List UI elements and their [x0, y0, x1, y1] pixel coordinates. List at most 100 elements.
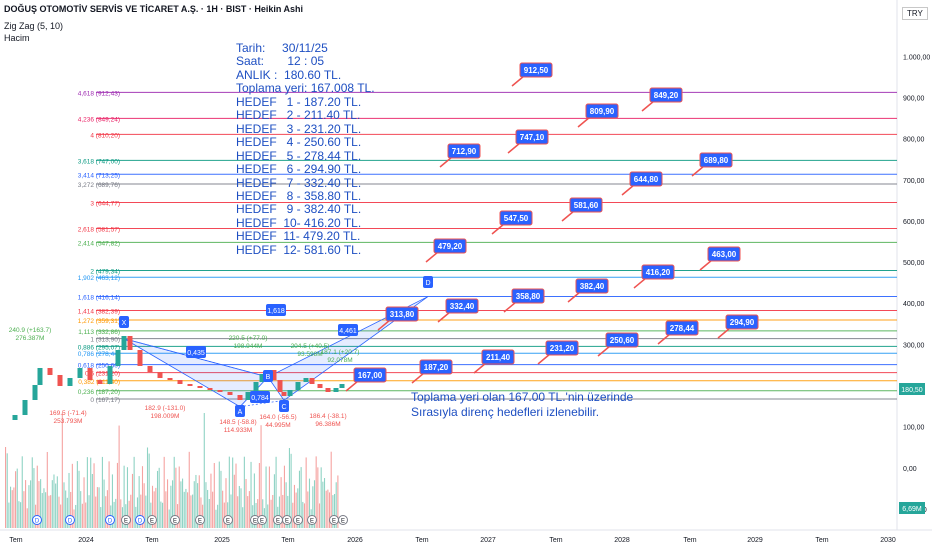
volume-bar	[247, 496, 249, 528]
y-axis-tick: 800,00	[903, 137, 925, 144]
zigzag-volume-label: 276.387M	[16, 335, 45, 342]
volume-bar	[63, 482, 65, 528]
volume-bar	[166, 479, 169, 528]
volume-bar	[233, 474, 235, 528]
info-line: HEDEF 5 - 278.44 TL.	[236, 148, 362, 163]
y-axis-tick: 100,00	[903, 425, 925, 432]
target-arrow	[473, 362, 487, 374]
volume-bar	[101, 456, 103, 528]
volume-bar	[8, 502, 10, 528]
volume-bar	[38, 481, 40, 528]
zigzag-label: 240.9 (+163.7)	[9, 327, 51, 334]
event-marker-label: E	[296, 519, 300, 525]
x-axis-tick: Tem	[683, 537, 696, 544]
volume-bar	[5, 447, 7, 528]
volume-bar	[105, 496, 107, 528]
event-marker	[223, 515, 233, 525]
volume-bar	[212, 491, 214, 528]
target-label: 547,50	[504, 214, 529, 223]
candle	[259, 374, 265, 382]
volume-bar	[335, 482, 337, 528]
volume-indicator-label[interactable]: Hacim	[4, 33, 30, 43]
volume-bar	[151, 485, 154, 528]
pattern-point-box	[263, 370, 273, 382]
volume-bar	[288, 448, 290, 528]
fib-level-label: 3,272 (689,76)	[78, 182, 120, 189]
volume-bar	[308, 478, 311, 528]
volume-bar	[270, 499, 272, 528]
volume-bar	[337, 475, 339, 528]
volume-bar	[165, 491, 167, 528]
target-box	[545, 340, 579, 356]
volume-bar	[235, 463, 237, 528]
target-box	[585, 103, 619, 119]
volume-bar	[46, 451, 48, 528]
volume-bar	[257, 499, 259, 528]
x-axis-tick: Tem	[145, 537, 158, 544]
target-box	[385, 306, 419, 322]
volume-bar	[163, 456, 165, 528]
zigzag-volume-label: 198.944M	[234, 343, 263, 350]
fib-level-label: 4,236 (849,24)	[78, 116, 120, 123]
zigzag-volume-label: 198.009M	[151, 413, 180, 420]
pattern-point-label: B	[266, 374, 271, 381]
event-marker	[105, 515, 115, 525]
zigzag-label: 220.5 (+77.0)	[229, 335, 268, 342]
volume-bar	[71, 463, 73, 528]
zigzag-indicator-label[interactable]: Zig Zag (5, 10)	[4, 21, 64, 31]
volume-bar	[90, 457, 92, 528]
volume-bar	[66, 497, 68, 528]
volume-bar	[187, 492, 189, 528]
event-marker-label: E	[198, 519, 202, 525]
target-arrow	[511, 75, 525, 87]
candle	[271, 370, 277, 380]
target-arrow	[621, 184, 635, 196]
candle	[87, 368, 93, 380]
target-arrow	[561, 210, 575, 222]
candle	[287, 390, 293, 396]
volume-bar	[51, 480, 53, 528]
candle	[177, 380, 183, 384]
volume-bar	[76, 461, 78, 528]
event-marker-label: E	[173, 519, 177, 525]
target-arrow	[507, 142, 521, 154]
pattern-point-box	[279, 400, 289, 412]
volume-bar	[100, 507, 102, 528]
pattern-xb	[123, 338, 269, 378]
volume-bar	[182, 478, 184, 528]
target-box	[629, 171, 663, 187]
candle	[253, 382, 259, 392]
event-marker-label: E	[150, 519, 154, 525]
candle	[127, 336, 133, 350]
currency-badge[interactable]: TRY	[902, 7, 928, 20]
target-box	[569, 197, 603, 213]
volume-bar	[180, 481, 182, 528]
target-box	[649, 87, 683, 103]
volume-bar	[60, 504, 62, 528]
candle	[22, 400, 28, 415]
volume-bar	[45, 492, 47, 528]
volume-bar	[85, 502, 87, 528]
x-axis-tick: 2027	[480, 537, 496, 544]
candle	[187, 384, 193, 386]
y-axis-tick: 900,00	[903, 95, 925, 102]
event-marker-label: E	[341, 519, 345, 525]
target-box	[707, 246, 741, 262]
volume-bar	[65, 490, 67, 528]
candle	[333, 388, 339, 392]
volume-bar	[78, 470, 80, 528]
volume-bar	[223, 502, 225, 528]
volume-bar	[68, 472, 70, 528]
target-label: 912,50	[524, 66, 549, 75]
volume-bar	[230, 494, 232, 528]
fib-level-label: 3,618 (747,00)	[78, 158, 120, 165]
candle	[157, 372, 163, 378]
volume-bar	[113, 501, 115, 528]
candle	[107, 366, 113, 384]
volume-bar	[156, 470, 159, 528]
candle	[277, 380, 283, 392]
candle	[147, 366, 153, 372]
fib-level-label: 1,902 (463,12)	[78, 275, 120, 282]
volume-bar	[318, 503, 321, 528]
